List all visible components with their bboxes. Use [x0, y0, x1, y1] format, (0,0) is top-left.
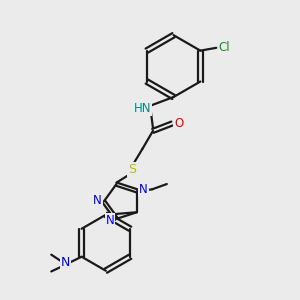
Text: O: O: [174, 117, 183, 130]
Text: S: S: [128, 163, 136, 176]
Text: N: N: [93, 194, 102, 207]
Text: N: N: [106, 214, 114, 227]
Text: Cl: Cl: [219, 41, 230, 54]
Text: N: N: [139, 183, 148, 196]
Text: N: N: [61, 256, 70, 269]
Text: HN: HN: [134, 102, 152, 115]
